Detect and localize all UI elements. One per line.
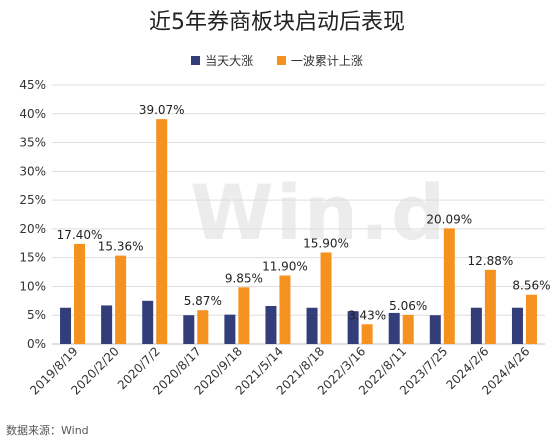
y-tick-label: 45% bbox=[19, 78, 46, 92]
y-tick-label: 5% bbox=[27, 308, 46, 322]
bar-cumulative bbox=[156, 119, 168, 344]
bar-cumulative bbox=[238, 287, 250, 344]
bar-daily bbox=[470, 307, 482, 344]
bar-daily bbox=[429, 315, 441, 344]
data-label: 11.90% bbox=[262, 260, 308, 274]
data-label: 9.85% bbox=[225, 271, 263, 285]
legend-label-daily: 当天大涨 bbox=[205, 54, 254, 68]
bar-cumulative bbox=[361, 324, 373, 344]
bar-daily bbox=[183, 315, 195, 344]
y-tick-label: 35% bbox=[19, 136, 46, 150]
bar-cumulative bbox=[115, 255, 127, 344]
y-tick-label: 20% bbox=[19, 222, 46, 236]
watermark-logo: Win.d bbox=[190, 168, 448, 257]
legend-item-cumulative: 一波累计上涨 bbox=[276, 52, 363, 69]
chart-title: 近5年券商板块启动后表现 bbox=[149, 10, 405, 35]
bar-daily bbox=[265, 306, 277, 344]
bar-daily bbox=[306, 307, 318, 344]
legend-swatch-cumulative bbox=[276, 56, 286, 65]
bar-daily bbox=[511, 307, 523, 344]
y-tick-label: 10% bbox=[19, 279, 46, 293]
data-label: 17.40% bbox=[57, 228, 103, 242]
data-label: 12.88% bbox=[467, 254, 513, 268]
data-label: 20.09% bbox=[426, 212, 472, 226]
data-label: 39.07% bbox=[139, 103, 185, 117]
bar-cumulative bbox=[525, 294, 537, 344]
bar-daily bbox=[142, 300, 154, 344]
bar-daily bbox=[224, 314, 236, 344]
bar-cumulative bbox=[320, 252, 332, 344]
bar-cumulative bbox=[443, 228, 455, 344]
bar-daily bbox=[101, 305, 113, 344]
bar-cumulative bbox=[279, 275, 291, 344]
data-label: 8.56% bbox=[512, 279, 550, 293]
y-tick-label: 15% bbox=[19, 251, 46, 265]
legend-label-cumulative: 一波累计上涨 bbox=[290, 54, 363, 68]
y-tick-label: 0% bbox=[27, 337, 46, 351]
data-label: 3.43% bbox=[348, 308, 386, 322]
source-note: 数据来源：Wind bbox=[6, 424, 89, 437]
legend-item-daily: 当天大涨 bbox=[191, 52, 253, 69]
data-label: 15.36% bbox=[98, 240, 144, 254]
y-tick-label: 40% bbox=[19, 107, 46, 121]
bar-daily bbox=[347, 311, 359, 344]
data-label: 5.87% bbox=[184, 294, 222, 308]
bar-cumulative bbox=[484, 269, 496, 344]
bar-cumulative bbox=[402, 314, 414, 344]
data-label: 5.06% bbox=[389, 299, 427, 313]
legend: 当天大涨 一波累计上涨 bbox=[0, 52, 554, 69]
y-tick-label: 25% bbox=[19, 193, 46, 207]
bar-cumulative bbox=[74, 243, 86, 344]
bar-daily bbox=[60, 307, 72, 344]
y-tick-label: 30% bbox=[19, 164, 46, 178]
bar-daily bbox=[388, 312, 400, 344]
bar-cumulative bbox=[197, 310, 209, 344]
data-label: 15.90% bbox=[303, 236, 349, 250]
legend-swatch-daily bbox=[191, 56, 201, 65]
